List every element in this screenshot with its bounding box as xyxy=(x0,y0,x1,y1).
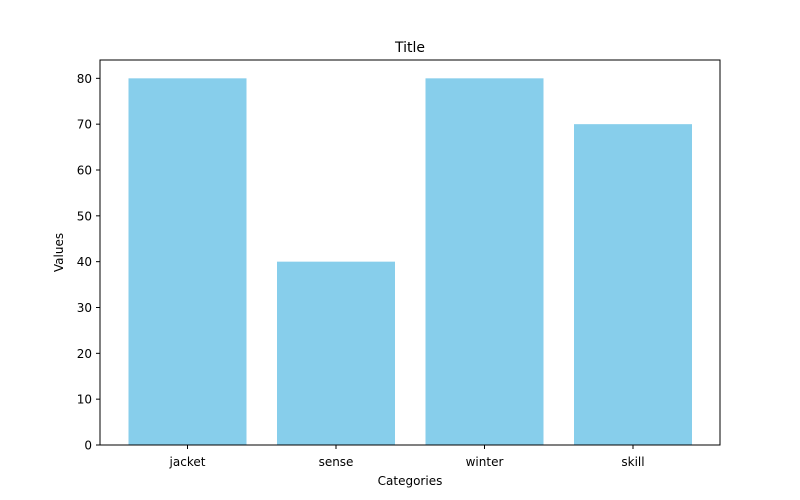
x-axis-ticks: jacket sense winter skill xyxy=(169,445,645,469)
y-tick-label-80: 80 xyxy=(77,72,92,86)
x-axis-label: Categories xyxy=(378,474,443,488)
chart-title: Title xyxy=(394,40,425,56)
y-axis-label: Values xyxy=(52,233,66,272)
y-tick-label-0: 0 xyxy=(84,439,92,453)
y-axis-ticks: 0 10 20 30 40 50 60 70 80 xyxy=(77,72,100,453)
plot-frame xyxy=(99,59,721,446)
y-tick-label-40: 40 xyxy=(77,255,92,269)
bar-sense xyxy=(277,261,395,445)
x-tick-label-winter: winter xyxy=(466,455,504,469)
x-tick-label-jacket: jacket xyxy=(169,455,206,469)
x-tick-label-sense: sense xyxy=(319,455,354,469)
y-tick-label-50: 50 xyxy=(77,209,92,223)
bar-skill xyxy=(574,124,692,446)
y-tick-label-30: 30 xyxy=(77,301,92,315)
y-tick-label-20: 20 xyxy=(77,347,92,361)
bar-winter xyxy=(425,78,544,445)
x-tick-label-skill: skill xyxy=(621,455,644,469)
bars-group xyxy=(128,78,692,446)
y-tick-label-60: 60 xyxy=(77,164,92,178)
y-tick-label-70: 70 xyxy=(77,118,92,132)
y-tick-label-10: 10 xyxy=(77,393,92,407)
bar-jacket xyxy=(128,78,247,445)
